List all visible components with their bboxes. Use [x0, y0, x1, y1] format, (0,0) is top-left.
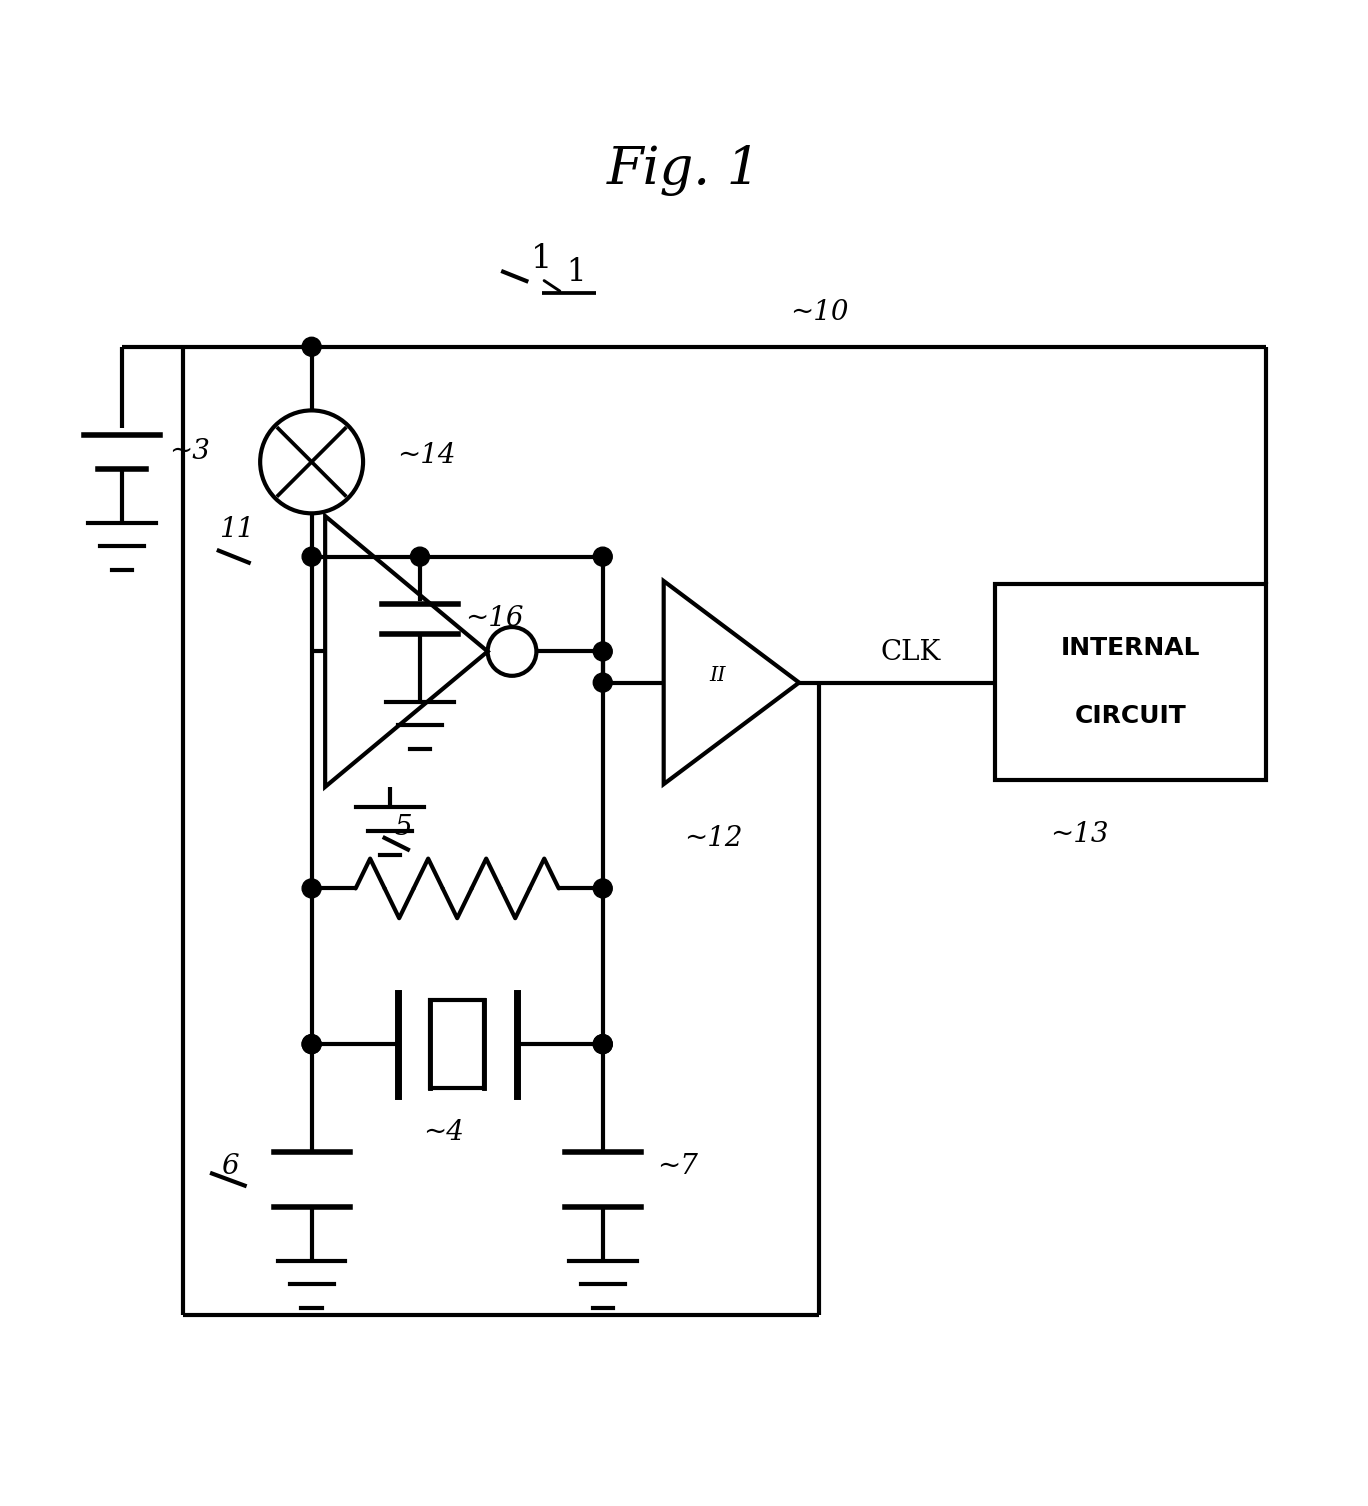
- Circle shape: [302, 880, 321, 898]
- Bar: [996, 584, 1267, 780]
- Text: ~14: ~14: [397, 441, 456, 468]
- Bar: [430, 1000, 484, 1087]
- Text: 1: 1: [566, 258, 586, 288]
- Text: 6: 6: [222, 1152, 239, 1179]
- Text: CLK: CLK: [881, 639, 941, 666]
- Circle shape: [594, 1035, 613, 1054]
- Text: 1: 1: [531, 242, 553, 274]
- Text: ~3: ~3: [170, 438, 211, 465]
- Circle shape: [594, 1035, 613, 1054]
- Text: ~4: ~4: [423, 1119, 464, 1146]
- Circle shape: [594, 547, 613, 566]
- Circle shape: [302, 1035, 321, 1054]
- Circle shape: [302, 547, 321, 566]
- Text: ~16: ~16: [465, 605, 523, 633]
- Circle shape: [594, 880, 613, 898]
- Text: INTERNAL: INTERNAL: [1062, 636, 1201, 660]
- Circle shape: [302, 1035, 321, 1054]
- Text: ~7: ~7: [657, 1152, 698, 1179]
- Circle shape: [594, 642, 613, 661]
- Circle shape: [410, 547, 430, 566]
- Circle shape: [302, 337, 321, 357]
- Circle shape: [594, 673, 613, 693]
- Text: ~12: ~12: [684, 825, 743, 852]
- Text: 11: 11: [219, 517, 254, 544]
- Text: II: II: [710, 666, 726, 685]
- Text: CIRCUIT: CIRCUIT: [1075, 703, 1186, 727]
- Text: 5: 5: [394, 813, 412, 840]
- Text: ~10: ~10: [791, 300, 848, 327]
- Text: Fig. 1: Fig. 1: [607, 145, 761, 196]
- Text: ~13: ~13: [1049, 821, 1108, 848]
